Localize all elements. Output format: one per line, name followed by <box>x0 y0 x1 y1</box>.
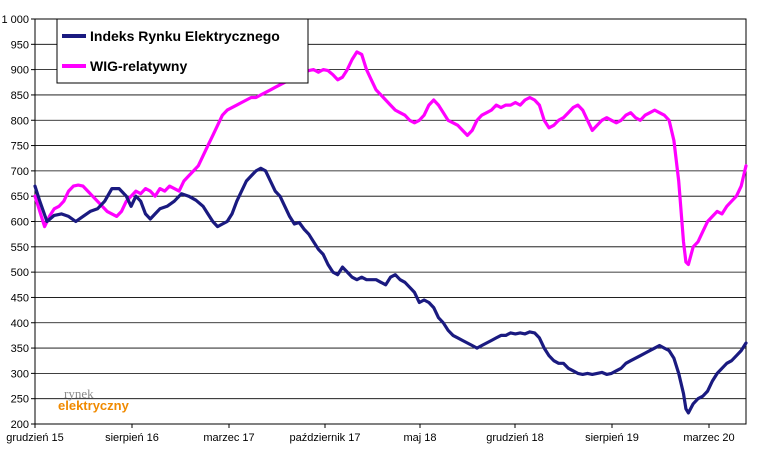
y-tick-label: 650 <box>11 191 29 203</box>
y-tick-label: 800 <box>11 115 29 127</box>
x-tick-label: październik 17 <box>290 432 361 444</box>
y-tick-label: 550 <box>11 242 29 254</box>
watermark-line1: rynek <box>64 386 94 401</box>
y-tick-label: 250 <box>11 394 29 406</box>
y-tick-label: 1 000 <box>1 14 29 26</box>
watermark-logo: rynek elektryczny <box>58 386 130 413</box>
y-tick-label: 700 <box>11 166 29 178</box>
legend: Indeks Rynku Elektrycznego WIG-relatywny <box>56 18 309 84</box>
y-tick-label: 850 <box>11 90 29 102</box>
y-tick-label: 950 <box>11 39 29 51</box>
y-tick-label: 750 <box>11 141 29 153</box>
y-tick-label: 350 <box>11 343 29 355</box>
watermark-line2: elektryczny <box>58 398 130 413</box>
y-tick-label: 200 <box>11 419 29 431</box>
y-tick-label: 300 <box>11 368 29 380</box>
y-tick-label: 400 <box>11 318 29 330</box>
legend-label-indeks: Indeks Rynku Elektrycznego <box>90 28 280 44</box>
x-tick-label: sierpień 19 <box>585 432 639 444</box>
y-tick-label: 900 <box>11 65 29 77</box>
x-tick-label: maj 18 <box>403 432 436 444</box>
series-line-0 <box>33 166 748 415</box>
y-tick-label: 500 <box>11 267 29 279</box>
x-tick-label: grudzień 18 <box>486 432 544 444</box>
y-tick-label: 600 <box>11 217 29 229</box>
x-tick-label: marzec 20 <box>683 432 734 444</box>
x-tick-label: grudzień 15 <box>6 432 64 444</box>
legend-box <box>56 18 309 84</box>
legend-label-wig: WIG-relatywny <box>90 58 187 74</box>
x-tick-label: sierpień 16 <box>105 432 159 444</box>
y-tick-label: 450 <box>11 292 29 304</box>
series-line-1 <box>33 50 748 267</box>
series-lines <box>33 50 748 415</box>
x-axis-ticks: grudzień 15 sierpień 16 marzec 17 październ… <box>6 424 735 444</box>
x-tick-label: marzec 17 <box>203 432 254 444</box>
y-axis-ticks: 200 250 300 350 400 450 500 550 600 650 700 750 800 8… <box>1 14 35 431</box>
